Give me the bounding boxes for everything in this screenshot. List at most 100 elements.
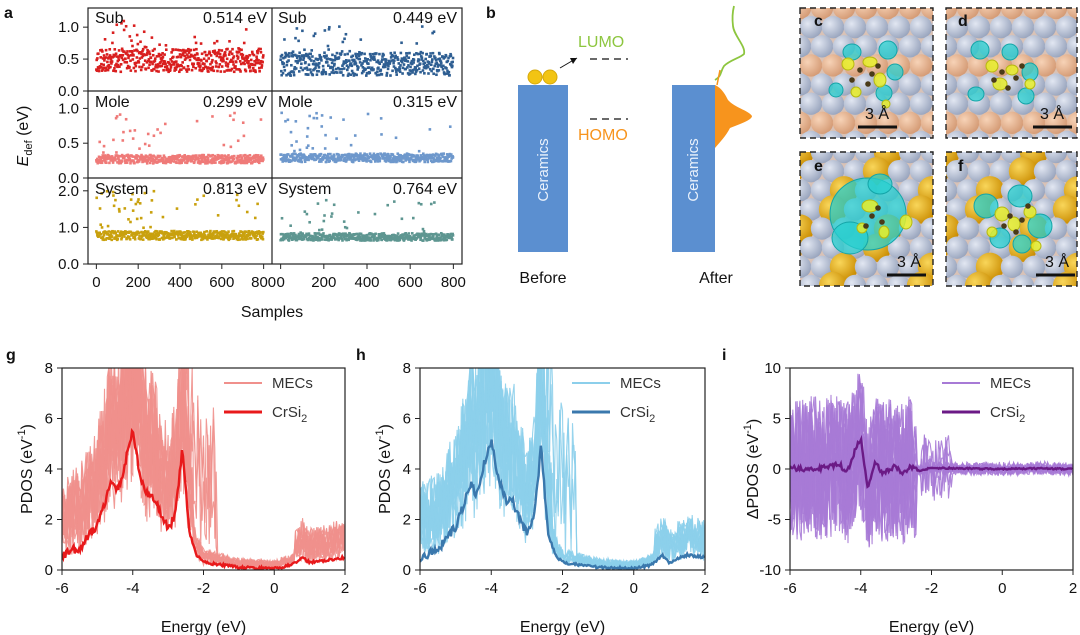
a-data-point (291, 70, 294, 73)
a-data-point (435, 73, 438, 77)
a-data-point (236, 237, 240, 240)
a-data-point (216, 69, 219, 73)
a-data-point (415, 159, 418, 163)
a-data-point (155, 55, 159, 58)
a-data-point (239, 161, 243, 165)
a-data-point (145, 234, 148, 238)
a-row2-right-value: 0.315 eV (393, 94, 457, 111)
a-data-point (412, 61, 415, 64)
a-data-point (310, 49, 314, 52)
a-data-point (402, 157, 405, 160)
a-data-point (205, 230, 209, 233)
a-data-point (149, 211, 153, 214)
a-data-point (346, 74, 350, 77)
a-data-point (396, 56, 399, 59)
a-data-point (130, 51, 134, 54)
a-data-point (128, 154, 131, 158)
a-data-point (449, 159, 453, 163)
pdos-xtick-label: -2 (556, 580, 569, 597)
a-data-point (110, 235, 114, 238)
atom (946, 236, 969, 259)
a-data-point (231, 230, 234, 233)
a-data-point (127, 235, 131, 239)
a-data-point (296, 61, 299, 65)
a-data-point (146, 48, 149, 52)
a-data-point (334, 233, 338, 236)
a-data-point (387, 64, 390, 68)
a-data-point (105, 53, 109, 56)
atom (810, 255, 834, 279)
a-data-point (396, 58, 400, 61)
molecule-atom (1001, 223, 1007, 229)
a-data-point (335, 237, 339, 241)
a-data-point (171, 48, 175, 52)
a-data-point (116, 63, 120, 67)
a-data-point (379, 68, 383, 72)
atom (1056, 313, 1078, 335)
pdos-ylabel: ΔPDOS (eV-1) (742, 419, 762, 519)
a-data-point (345, 226, 349, 230)
a-data-point (282, 56, 285, 60)
molecule-atom (1025, 203, 1031, 209)
a-data-point (318, 53, 321, 57)
a-data-point (342, 118, 345, 121)
a-data-point (116, 161, 119, 164)
a-data-point (185, 49, 188, 53)
a-data-point (246, 158, 250, 161)
a-data-point (99, 223, 103, 226)
panel-e-frame (799, 151, 934, 287)
a-data-point (415, 42, 419, 45)
a-data-point (114, 64, 117, 67)
a-data-point (377, 155, 381, 158)
a-data-point (361, 236, 365, 240)
a-data-point (131, 58, 135, 61)
a-data-point (376, 236, 380, 240)
a-data-point (129, 161, 132, 165)
a-data-point (190, 159, 194, 163)
a-data-point (204, 162, 207, 165)
a-data-point (344, 32, 348, 36)
a-data-point (421, 51, 424, 55)
a-data-point (393, 51, 396, 55)
a-data-point (143, 233, 146, 237)
a-data-point (188, 233, 191, 236)
a-data-point (314, 155, 318, 158)
a-data-point (372, 68, 375, 71)
a-data-point (222, 160, 226, 164)
a-data-point (115, 151, 118, 154)
atom (976, 313, 998, 335)
a-data-point (315, 111, 318, 115)
pdos-ytick-label: 2 (403, 512, 411, 529)
a-data-point (201, 153, 204, 157)
a-data-point (317, 66, 321, 69)
a-data-point (141, 231, 144, 235)
a-data-point (436, 153, 439, 156)
a-data-point (286, 153, 290, 156)
a-data-point (217, 51, 220, 55)
a-data-point (245, 235, 248, 238)
a-data-point (240, 156, 244, 160)
atom (800, 238, 804, 257)
a-data-point (323, 147, 327, 150)
pdos-xlabel: Energy (eV) (520, 619, 605, 635)
a-data-point (422, 59, 425, 63)
panel-c-scale-label: 3 Å (865, 104, 889, 123)
a-data-point (199, 156, 203, 160)
a-data-point (375, 157, 379, 160)
a-data-point (300, 62, 303, 66)
a-data-point (382, 234, 385, 238)
a-data-point (128, 65, 131, 69)
a-data-point (99, 56, 103, 59)
a-data-point (246, 233, 250, 237)
a-data-point (375, 60, 378, 64)
a-data-point (375, 52, 378, 55)
a-data-point (151, 62, 154, 66)
mecs-band-group (790, 373, 1073, 548)
a-data-point (194, 203, 197, 206)
atom (967, 236, 991, 259)
a-data-point (195, 47, 198, 51)
a-data-point (240, 55, 244, 59)
a-data-point (133, 49, 136, 52)
a-data-point (99, 158, 103, 162)
a-data-point (322, 70, 326, 74)
